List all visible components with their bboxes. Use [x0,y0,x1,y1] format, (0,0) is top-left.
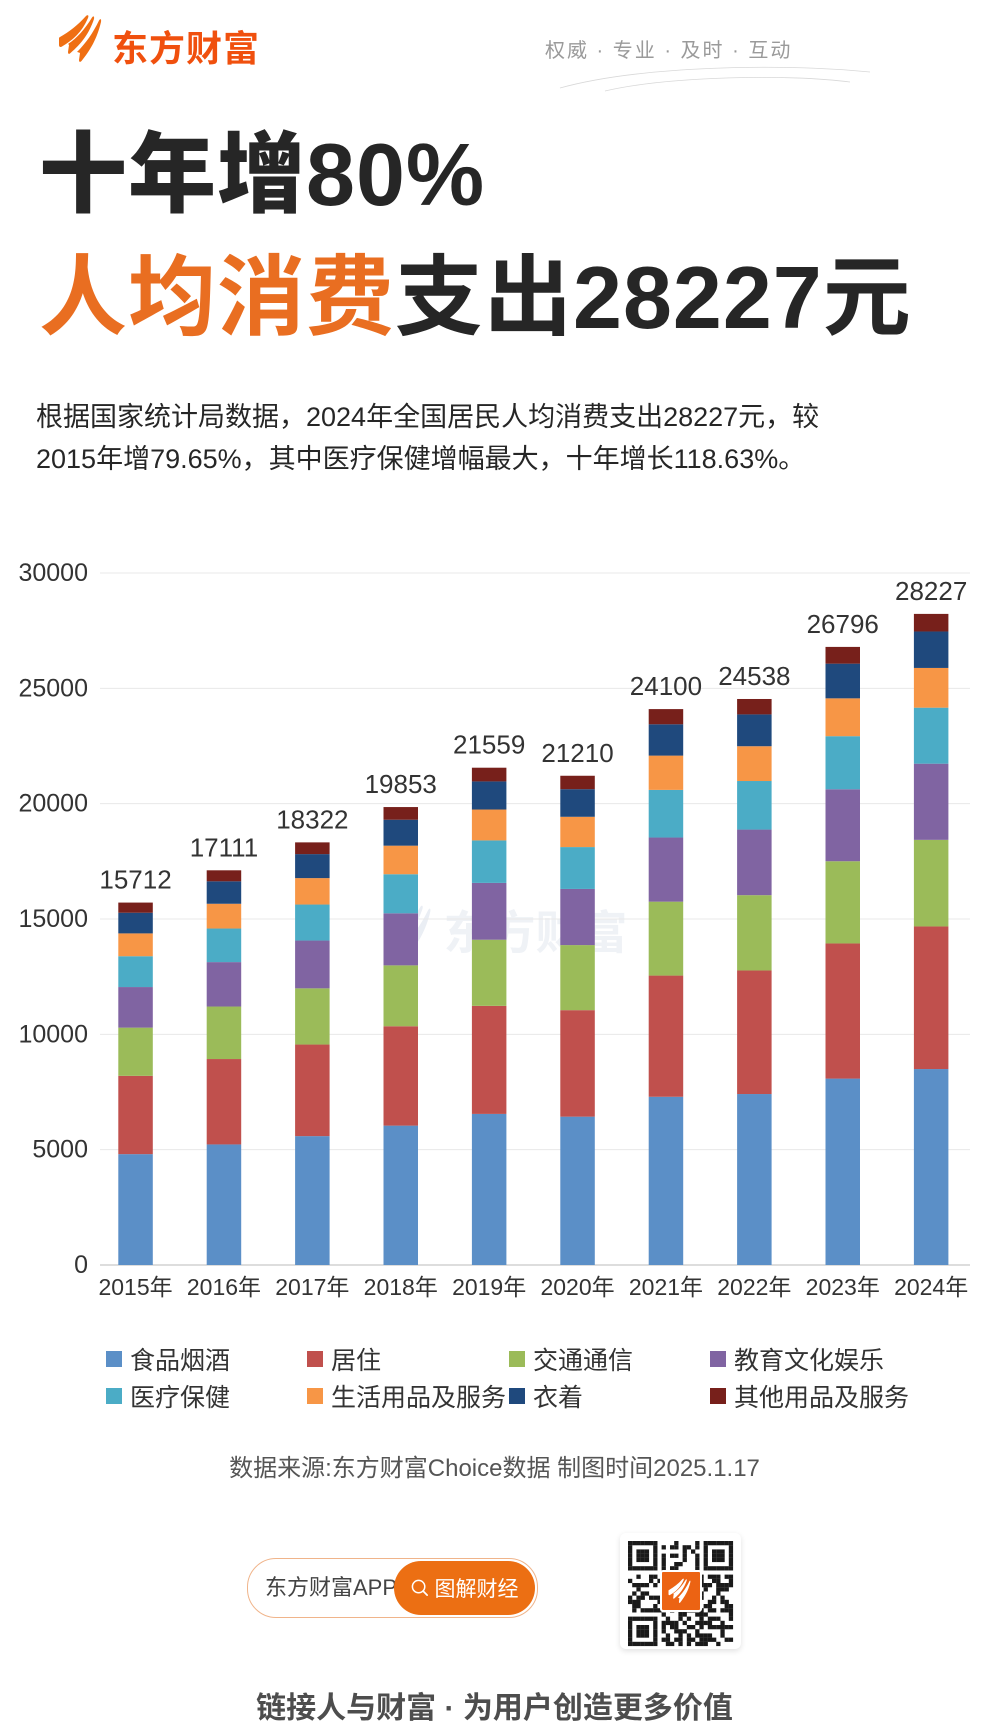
svg-text:2024年: 2024年 [894,1274,968,1300]
svg-text:2019年: 2019年 [452,1274,526,1300]
svg-text:2015年: 2015年 [98,1274,172,1300]
svg-text:15000: 15000 [18,905,88,933]
svg-text:17111: 17111 [190,832,258,862]
svg-text:2017年: 2017年 [275,1274,349,1300]
svg-text:2023年: 2023年 [806,1274,880,1300]
svg-text:15712: 15712 [99,865,171,895]
svg-text:21559: 21559 [453,730,525,760]
svg-text:30000: 30000 [18,559,88,587]
svg-text:5000: 5000 [32,1136,88,1164]
svg-text:2016年: 2016年 [187,1274,261,1300]
svg-text:25000: 25000 [18,674,88,702]
svg-text:2022年: 2022年 [717,1274,791,1300]
svg-text:24538: 24538 [718,661,790,691]
svg-text:0: 0 [74,1251,88,1279]
svg-text:28227: 28227 [895,576,967,606]
svg-text:2020年: 2020年 [540,1274,614,1300]
svg-text:2018年: 2018年 [364,1274,438,1300]
svg-text:10000: 10000 [18,1020,88,1048]
svg-text:20000: 20000 [18,790,88,818]
svg-text:2021年: 2021年 [629,1274,703,1300]
svg-text:24100: 24100 [630,671,702,701]
svg-text:26796: 26796 [807,609,879,639]
svg-text:19853: 19853 [365,769,437,799]
svg-text:21210: 21210 [541,738,613,768]
svg-text:18322: 18322 [276,804,348,834]
